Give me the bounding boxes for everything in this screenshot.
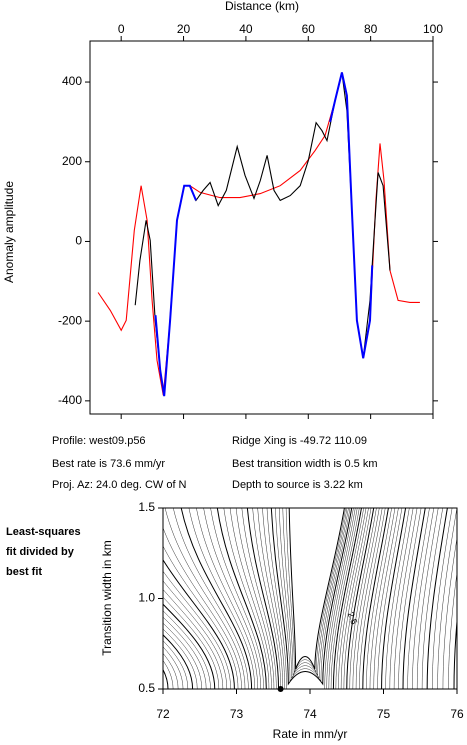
contour-line — [246, 508, 362, 689]
contour-line — [163, 615, 457, 689]
y-tick-label: 0.5 — [138, 681, 155, 695]
x-tick-label: 40 — [239, 22, 253, 36]
contour-line — [163, 508, 448, 689]
contour-line — [163, 508, 403, 689]
contour-line — [163, 508, 453, 689]
contour-line — [285, 508, 346, 673]
annotation: Depth to source is 3.22 km — [232, 479, 363, 491]
x-tick-label: 74 — [303, 707, 317, 721]
contour-line — [216, 508, 375, 689]
contour-lines — [163, 508, 457, 689]
y-tick-label: -200 — [58, 313, 82, 327]
x-tick-label: 76 — [450, 707, 464, 721]
x-tick-label: 75 — [377, 707, 391, 721]
annotation: Proj. Az: 24.0 deg. CW of N — [52, 479, 187, 491]
y-tick-label: 200 — [62, 154, 82, 168]
contour-line — [173, 508, 392, 689]
y-axis-label: Anomaly amplitude — [2, 181, 16, 283]
contour-line — [196, 508, 383, 689]
contour-line — [163, 508, 430, 689]
contour-line — [262, 508, 356, 689]
x-tick-label: 0 — [118, 22, 125, 36]
series-line — [97, 72, 420, 396]
contour-line — [163, 508, 426, 689]
series-line — [134, 72, 391, 397]
contour-line — [163, 508, 418, 689]
x-axis-label: Distance (km) — [225, 0, 299, 13]
contour-line — [229, 508, 369, 689]
contour-line — [164, 508, 396, 689]
contour-line — [278, 508, 349, 679]
x-tick-label: 73 — [230, 707, 244, 721]
contour-line — [163, 508, 422, 689]
contour-line — [252, 508, 360, 689]
contour-line — [163, 508, 457, 689]
contour-line — [257, 508, 358, 689]
y-tick-label: 400 — [62, 74, 82, 88]
contour-line — [180, 508, 389, 689]
contour-line — [163, 508, 410, 689]
plot-frame — [89, 40, 434, 415]
best-fit-point — [277, 686, 284, 692]
series-line — [154, 72, 374, 397]
contour-line — [188, 508, 386, 689]
contour-line — [210, 508, 377, 689]
contour-line — [235, 508, 367, 689]
contour-line — [241, 508, 364, 689]
panel-caption: best fit — [6, 566, 42, 578]
contour-line — [163, 508, 439, 689]
contour-line — [163, 571, 457, 689]
contour-label: 2.5 — [346, 611, 360, 626]
x-tick-label: 60 — [302, 22, 316, 36]
annotation: Profile: west09.p56 — [52, 435, 146, 447]
contour-line — [288, 508, 345, 670]
contour-line — [282, 508, 348, 676]
contour-line — [270, 508, 353, 686]
contour-line — [163, 508, 407, 689]
x-axis-label: Rate in mm/yr — [273, 727, 348, 741]
contour-line — [266, 508, 354, 689]
contour-line — [163, 508, 414, 689]
panel-caption: fit divided by — [6, 546, 75, 558]
x-tick-label: 20 — [177, 22, 191, 36]
y-tick-label: 0 — [75, 234, 82, 248]
contour-line — [163, 508, 435, 689]
annotation: Best transition width is 0.5 km — [232, 458, 378, 470]
annotation: Ridge Xing is -49.72 110.09 — [232, 435, 367, 447]
panel-caption: Least-squares — [6, 526, 81, 538]
y-tick-label: 1.5 — [138, 500, 155, 514]
contour-line — [163, 508, 443, 689]
contour-line — [203, 508, 380, 689]
contour-line — [223, 508, 372, 689]
x-tick-label: 80 — [364, 22, 378, 36]
contour-line — [163, 536, 457, 689]
annotation: Best rate is 73.6 mm/yr — [52, 458, 165, 470]
contour-line — [163, 508, 399, 689]
x-tick-label: 72 — [156, 707, 170, 721]
y-axis-label: Transition width in km — [100, 540, 114, 656]
contour-line — [275, 508, 351, 682]
y-tick-label: 1.0 — [138, 591, 155, 605]
y-tick-label: -400 — [58, 393, 82, 407]
x-tick-label: 100 — [423, 22, 443, 36]
